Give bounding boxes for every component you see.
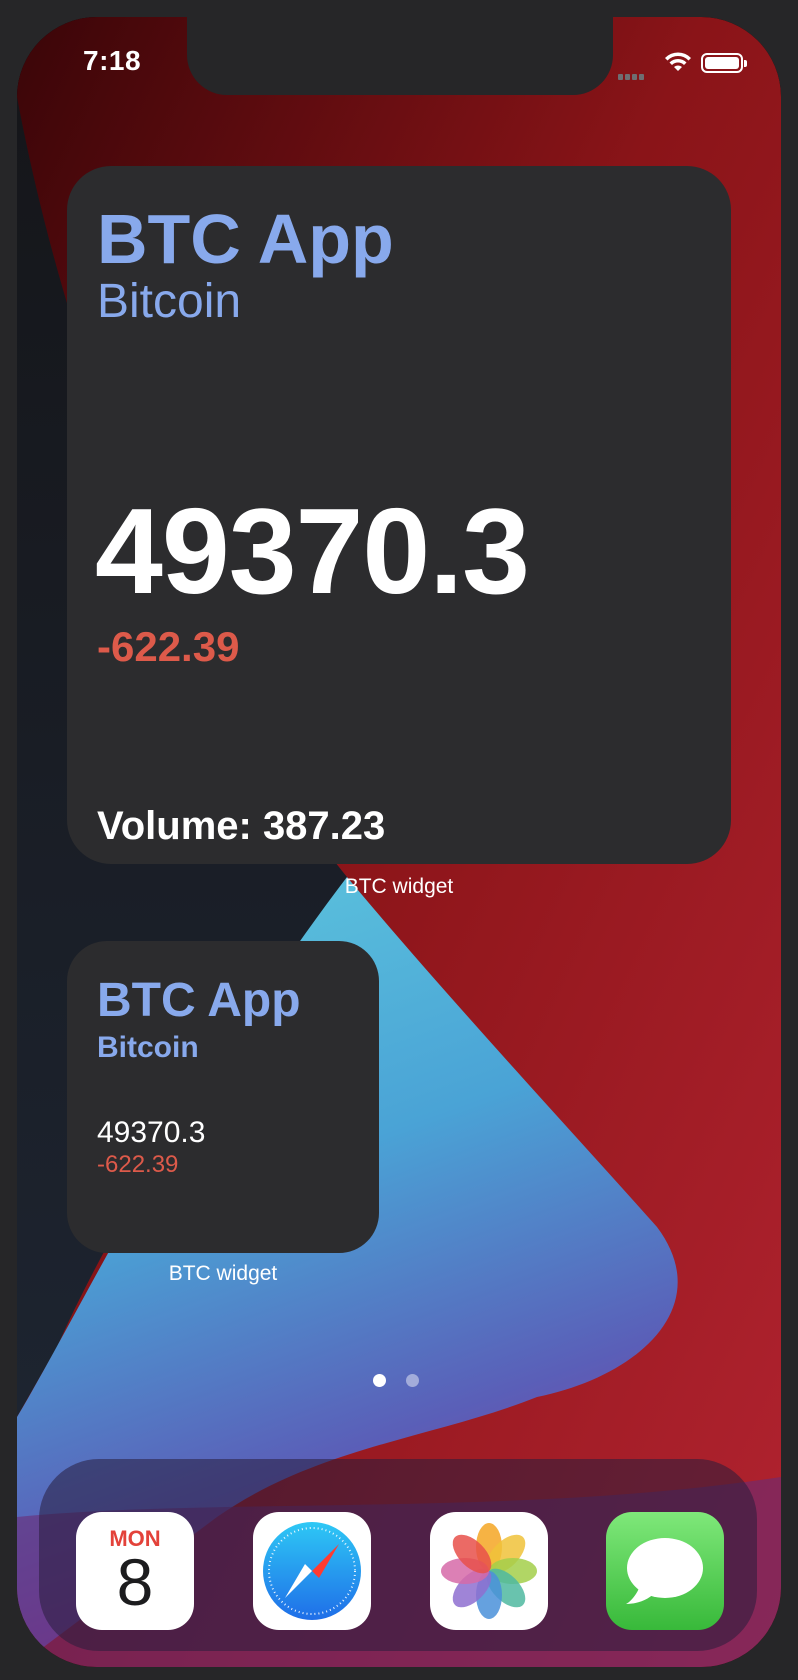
battery-icon xyxy=(701,53,747,73)
btc-volume: Volume: 387.23 xyxy=(97,804,386,848)
widget-title: BTC App xyxy=(97,974,301,1027)
widget-title: BTC App xyxy=(97,200,394,278)
btc-widget-large[interactable]: BTC App Bitcoin 49370.3 -622.39 Volume: … xyxy=(67,166,731,864)
calendar-day: MON xyxy=(109,1526,161,1551)
page-dot-active[interactable] xyxy=(373,1374,386,1387)
status-time: 7:18 xyxy=(83,45,142,76)
cellular-signal-icon xyxy=(618,67,646,85)
btc-price-change: -622.39 xyxy=(97,623,240,670)
photos-icon xyxy=(441,1523,537,1619)
btc-widget-small[interactable]: BTC App Bitcoin 49370.3 -622.39 xyxy=(67,941,379,1253)
notch xyxy=(187,17,613,95)
wifi-icon xyxy=(665,52,691,71)
home-screen: 7:18 BTC App Bitcoin 49370.3 -622.39 Vol… xyxy=(17,17,781,1667)
btc-price: 49370.3 xyxy=(95,483,530,619)
messages-icon xyxy=(626,1538,703,1604)
photos-app-icon[interactable] xyxy=(430,1512,548,1630)
btc-price-change: -622.39 xyxy=(97,1151,179,1178)
calendar-app-icon[interactable]: MON 8 xyxy=(76,1512,194,1630)
calendar-date: 8 xyxy=(116,1545,154,1619)
widget-subtitle: Bitcoin xyxy=(97,275,242,328)
widget-label: BTC widget xyxy=(168,1262,278,1285)
widget-label: BTC widget xyxy=(344,875,454,898)
safari-app-icon[interactable] xyxy=(253,1512,371,1630)
messages-app-icon[interactable] xyxy=(606,1512,724,1630)
page-dot[interactable] xyxy=(406,1374,419,1387)
safari-icon xyxy=(263,1522,361,1620)
widget-subtitle: Bitcoin xyxy=(97,1031,199,1064)
dock: MON 8 xyxy=(39,1459,757,1651)
btc-price: 49370.3 xyxy=(97,1116,206,1149)
